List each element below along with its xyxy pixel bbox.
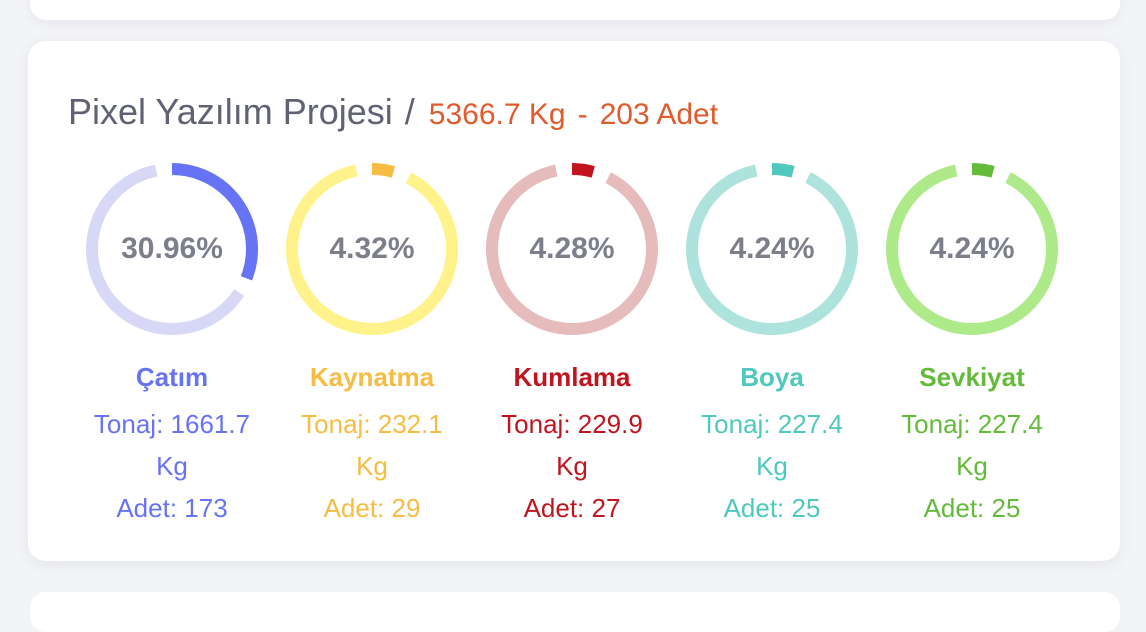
stage-kaynatma: 4.32% Kaynatma Tonaj: 232.1 Kg Adet: 29 [272, 163, 472, 529]
progress-ring-fill [686, 163, 858, 335]
project-summary-card: Pixel Yazılım Projesi / 5366.7 Kg - 203 … [28, 41, 1120, 561]
project-name: Pixel Yazılım Projesi [68, 91, 393, 132]
stage-progress-ring: 4.32% [286, 163, 458, 335]
stage-catim: 30.96% Çatım Tonaj: 1661.7 Kg Adet: 173 [72, 163, 272, 529]
stage-name: Çatım [135, 362, 209, 392]
progress-ring-fill [886, 163, 1058, 335]
stage-kumlama: 4.28% Kumlama Tonaj: 229.9 Kg Adet: 27 [472, 163, 672, 529]
stage-name: Boya [740, 362, 804, 392]
progress-ring-track [286, 163, 458, 335]
project-total-kg: 5366.7 Kg [428, 98, 566, 131]
stage-progress-ring: 30.96% [86, 163, 258, 335]
stage-tonnage: Tonaj: 227.4 Kg [901, 409, 1043, 481]
previous-card-edge [30, 0, 1120, 20]
stage-percent: 4.24% [929, 232, 1015, 265]
stage-percent: 4.24% [729, 232, 815, 265]
stage-count: Adet: 173 [116, 493, 228, 523]
stage-count: Adet: 25 [723, 493, 821, 523]
stage-count: Adet: 27 [523, 493, 621, 523]
stage-progress-ring: 4.24% [886, 163, 1058, 335]
stage-percent: 4.28% [529, 232, 615, 265]
progress-ring-svg [686, 163, 858, 335]
stage-tonnage: Tonaj: 1661.7 Kg [93, 409, 251, 481]
progress-ring-track [486, 163, 658, 335]
title-separator: / [404, 91, 415, 132]
progress-ring-track [686, 163, 858, 335]
stage-progress-ring: 4.24% [686, 163, 858, 335]
stage-progress-ring: 4.28% [486, 163, 658, 335]
stage-boya: 4.24% Boya Tonaj: 227.4 Kg Adet: 25 [672, 163, 872, 529]
project-total-count: 203 Adet [599, 98, 719, 131]
stage-tonnage: Tonaj: 229.9 Kg [501, 409, 643, 481]
progress-ring-svg [86, 163, 258, 335]
progress-ring-track [886, 163, 1058, 335]
stage-count: Adet: 25 [923, 493, 1021, 523]
stage-name: Kumlama [513, 362, 631, 392]
stage-name: Sevkiyat [919, 362, 1025, 392]
next-card-edge [30, 592, 1120, 632]
total-dash: - [577, 98, 588, 131]
progress-ring-svg [286, 163, 458, 335]
progress-ring-svg [886, 163, 1058, 335]
progress-ring-fill [86, 163, 258, 335]
stage-count: Adet: 29 [323, 493, 421, 523]
stage-percent: 30.96% [121, 232, 223, 265]
card-header: Pixel Yazılım Projesi / 5366.7 Kg - 203 … [68, 91, 718, 133]
stage-sevkiyat: 4.24% Sevkiyat Tonaj: 227.4 Kg Adet: 25 [872, 163, 1072, 529]
progress-ring-fill [486, 163, 658, 335]
progress-ring-fill [286, 163, 458, 335]
stage-list: 30.96% Çatım Tonaj: 1661.7 Kg Adet: 173 … [72, 163, 1072, 529]
stage-tonnage: Tonaj: 227.4 Kg [701, 409, 843, 481]
stage-name: Kaynatma [309, 362, 435, 392]
stage-percent: 4.32% [329, 232, 415, 265]
stage-tonnage: Tonaj: 232.1 Kg [301, 409, 443, 481]
progress-ring-svg [486, 163, 658, 335]
